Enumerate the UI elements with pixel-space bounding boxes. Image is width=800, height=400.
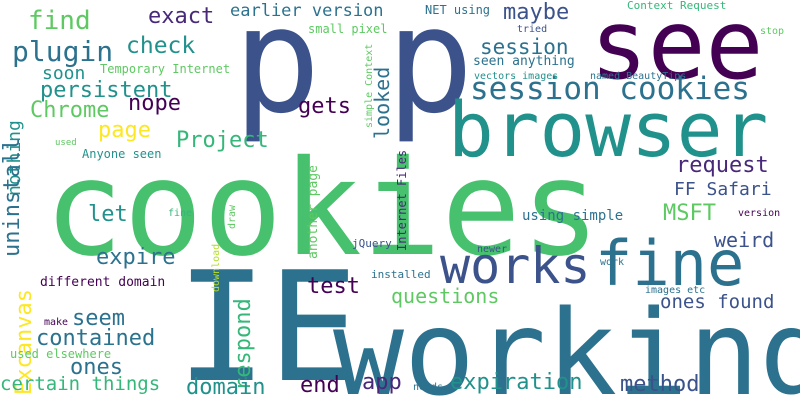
word: questions bbox=[391, 284, 500, 308]
word: certain things bbox=[0, 373, 161, 395]
word: Context Request bbox=[627, 0, 727, 12]
word: uninstall bbox=[0, 137, 25, 257]
word: images etc bbox=[645, 285, 706, 296]
word: seem bbox=[72, 306, 125, 331]
word: named BeautyTips bbox=[590, 71, 687, 82]
word: download bbox=[211, 243, 222, 292]
word: maybe bbox=[503, 0, 570, 25]
word: ones found bbox=[660, 291, 775, 313]
word: nope bbox=[128, 91, 181, 116]
word: soon bbox=[42, 63, 86, 84]
word: make bbox=[44, 317, 69, 328]
word: jQuery bbox=[352, 237, 392, 250]
word: needs bbox=[413, 382, 444, 393]
word: small pixel bbox=[308, 22, 388, 36]
word: exact bbox=[148, 4, 215, 29]
word: p bbox=[386, 0, 474, 146]
word: expiration bbox=[450, 370, 583, 395]
word: check bbox=[126, 33, 196, 59]
word: Chrome bbox=[30, 98, 110, 123]
word: works bbox=[440, 237, 591, 295]
word: cookies bbox=[44, 132, 601, 286]
word: ones bbox=[70, 355, 123, 380]
word: persistent bbox=[40, 78, 173, 103]
word: earlier version bbox=[230, 1, 384, 21]
word: see bbox=[590, 0, 764, 101]
word: using simple bbox=[522, 208, 624, 224]
word: p bbox=[233, 0, 321, 146]
word: NET using bbox=[425, 3, 491, 17]
word: gets bbox=[298, 94, 351, 119]
word: expire bbox=[96, 245, 176, 270]
word: Project bbox=[176, 128, 269, 153]
word: weird bbox=[714, 228, 775, 252]
word: session bbox=[480, 35, 569, 59]
word: browser bbox=[448, 85, 769, 174]
word: end bbox=[300, 373, 340, 398]
word: find bbox=[28, 6, 91, 36]
word: let bbox=[88, 202, 128, 227]
word: plugin bbox=[12, 35, 114, 68]
word: domain bbox=[186, 375, 266, 400]
word: work bbox=[600, 257, 625, 268]
word: looked bbox=[370, 66, 394, 139]
word: MSFT bbox=[663, 201, 716, 226]
word: fine bbox=[595, 227, 745, 300]
word: installed bbox=[371, 268, 431, 281]
word: test bbox=[307, 274, 360, 299]
word: fine bbox=[168, 208, 193, 219]
word: Internet Files bbox=[395, 149, 409, 251]
word: working bbox=[333, 284, 800, 400]
word: draw bbox=[227, 204, 238, 229]
word: different domain bbox=[40, 275, 166, 290]
word: stop bbox=[760, 26, 785, 37]
word: tried bbox=[517, 24, 548, 35]
word: version bbox=[738, 208, 781, 219]
word: FF Safari bbox=[674, 179, 772, 200]
word: Temporary Internet bbox=[100, 62, 231, 76]
word: simple Context bbox=[364, 43, 375, 128]
word: newer bbox=[477, 244, 508, 255]
word: IE bbox=[176, 239, 360, 400]
word: vectors images bbox=[474, 71, 559, 82]
word: request bbox=[676, 153, 769, 178]
word: app bbox=[362, 370, 402, 395]
word: session cookies bbox=[470, 71, 750, 107]
word: another page bbox=[306, 165, 321, 259]
word: used bbox=[55, 138, 77, 148]
word: Anyone seen bbox=[82, 147, 162, 161]
word: seen anything bbox=[473, 54, 575, 69]
word: page bbox=[98, 118, 151, 143]
word: used elsewhere bbox=[10, 347, 112, 361]
word: method bbox=[620, 372, 700, 397]
word: contained bbox=[36, 326, 156, 351]
